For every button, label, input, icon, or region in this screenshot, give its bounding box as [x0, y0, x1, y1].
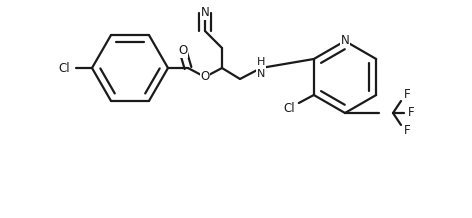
Text: H
N: H N — [257, 57, 265, 79]
Text: F: F — [408, 107, 414, 119]
Text: Cl: Cl — [58, 61, 70, 75]
Text: F: F — [404, 124, 410, 138]
Text: N: N — [341, 34, 349, 48]
Text: O: O — [201, 70, 210, 83]
Text: Cl: Cl — [283, 102, 295, 116]
Text: F: F — [404, 89, 410, 102]
Text: N: N — [201, 7, 210, 19]
Text: O: O — [178, 44, 188, 58]
